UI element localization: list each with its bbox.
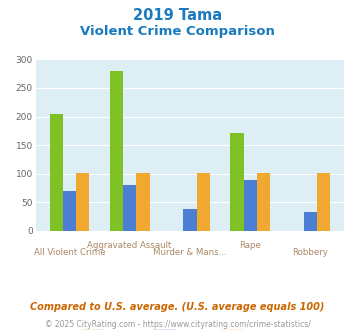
Bar [123,185,136,231]
Bar [257,173,270,231]
Bar [76,173,89,231]
Bar [230,133,244,231]
Text: All Violent Crime: All Violent Crime [34,248,105,257]
Bar [304,212,317,231]
Text: Violent Crime Comparison: Violent Crime Comparison [80,25,275,38]
Bar [136,173,149,231]
Bar [183,209,197,231]
Bar [197,173,210,231]
Text: Rape: Rape [239,241,261,250]
Bar [244,180,257,231]
Text: Compared to U.S. average. (U.S. average equals 100): Compared to U.S. average. (U.S. average … [30,302,325,312]
Bar [50,114,63,231]
Text: Robbery: Robbery [293,248,328,257]
Text: 2019 Tama: 2019 Tama [133,8,222,23]
Legend: Tama, Iowa, National: Tama, Iowa, National [77,326,303,330]
Text: Murder & Mans...: Murder & Mans... [153,248,227,257]
Bar [317,173,330,231]
Bar [63,191,76,231]
Text: © 2025 CityRating.com - https://www.cityrating.com/crime-statistics/: © 2025 CityRating.com - https://www.city… [45,320,310,329]
Bar [110,71,123,231]
Text: Aggravated Assault: Aggravated Assault [87,241,172,250]
